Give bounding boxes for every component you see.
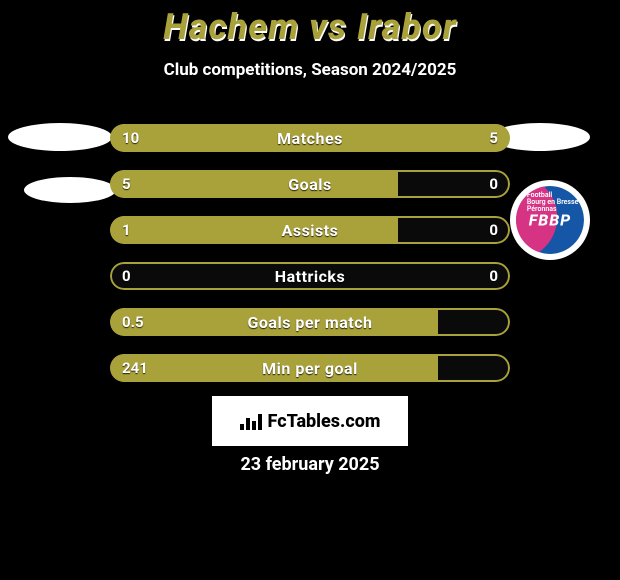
stat-row: 105Matches xyxy=(110,124,510,152)
stat-row: 0.5Goals per match xyxy=(110,308,510,336)
page-subtitle: Club competitions, Season 2024/2025 xyxy=(0,60,620,80)
stat-label: Goals xyxy=(110,170,510,198)
stat-label: Matches xyxy=(110,124,510,152)
stat-row: 00Hattricks xyxy=(110,262,510,290)
stat-label: Goals per match xyxy=(110,308,510,336)
comparison-infographic: Hachem vs Irabor Club competitions, Seas… xyxy=(0,0,620,580)
fbbp-logo-icon: FBBP FootballBourg en BressePéronnas xyxy=(516,186,585,255)
fbbp-lines: FootballBourg en BressePéronnas xyxy=(527,192,579,214)
stat-bars: 105Matches 50Goals 10Assists 00Hattricks 0.5… xyxy=(110,124,510,400)
datestamp: 23 february 2025 xyxy=(0,454,620,475)
left-player-badge-1 xyxy=(8,123,112,151)
stat-label: Min per goal xyxy=(110,354,510,382)
stat-label: Hattricks xyxy=(110,262,510,290)
stat-row: 241Min per goal xyxy=(110,354,510,382)
right-club-badge: FBBP FootballBourg en BressePéronnas xyxy=(510,180,590,260)
watermark-text: FcTables.com xyxy=(268,411,381,432)
stat-label: Assists xyxy=(110,216,510,244)
watermark: FcTables.com xyxy=(212,396,408,446)
left-player-badge-2 xyxy=(24,177,116,203)
bar-chart-icon xyxy=(240,412,262,430)
stat-row: 50Goals xyxy=(110,170,510,198)
stat-row: 10Assists xyxy=(110,216,510,244)
page-title: Hachem vs Irabor xyxy=(0,6,620,48)
